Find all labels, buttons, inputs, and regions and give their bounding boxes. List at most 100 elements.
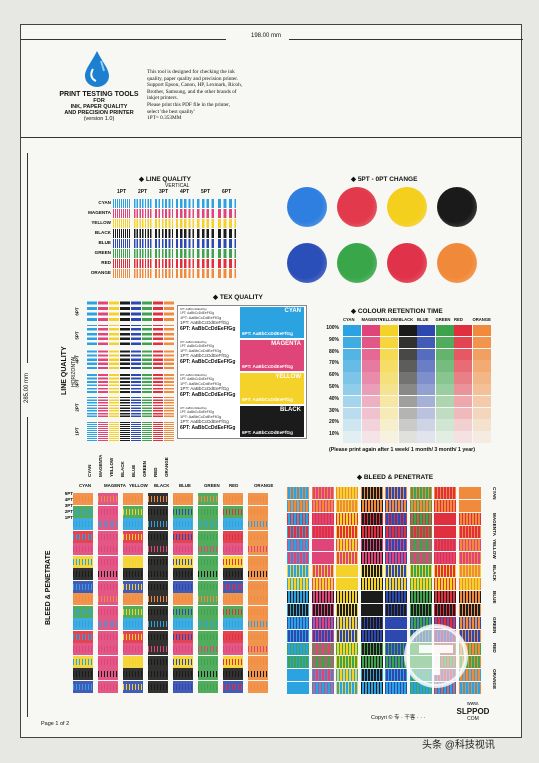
- retention-cell: [454, 431, 472, 443]
- tex-tiny-line: 1PT: AaBbCcDdEeFfGg: [180, 386, 229, 391]
- line-cell: [113, 219, 131, 228]
- bleed-stripe: [287, 617, 309, 629]
- tex-block-text: 6PT: AaBbCcDdEeFfGg: [242, 397, 293, 402]
- bleed-stripe: [336, 487, 358, 499]
- bleed-stripe: [223, 633, 243, 640]
- line-cell: [197, 209, 215, 218]
- bleed-stripe: [434, 604, 456, 616]
- bleed-stripe: [360, 604, 383, 616]
- retention-cell: [380, 360, 398, 372]
- retention-cell: [398, 348, 417, 360]
- retention-cell: [472, 372, 491, 384]
- colour-retention-title-text: COLOUR RETENTION TIME: [357, 308, 443, 315]
- width-label: 198.00 mm: [251, 33, 282, 39]
- bleed-stripe: [73, 496, 93, 502]
- bleed-stripe: [98, 496, 118, 502]
- bleed-stripe: [98, 596, 118, 602]
- line-cell: [176, 259, 194, 268]
- row-label: YELLOW: [91, 220, 111, 225]
- height-dim-line-top: [27, 153, 28, 363]
- line-cell: [134, 209, 152, 218]
- bleed-stripe: [458, 539, 481, 551]
- line-quality-title: ◆ LINE QUALITY: [139, 176, 191, 183]
- bleed-stripe: [336, 617, 358, 629]
- bleed-stripe: [311, 656, 334, 668]
- bleed-stripe: [98, 621, 118, 627]
- hline-cell: [87, 349, 97, 369]
- bleed-stripe: [287, 513, 309, 525]
- bleed-stripe: [336, 630, 358, 642]
- bleed-stripe: [311, 591, 334, 603]
- line-cell: [155, 209, 173, 218]
- bleed-stripe: [98, 521, 118, 527]
- bleed-stripe: [336, 591, 358, 603]
- retention-cell: [343, 407, 361, 419]
- bleed-stripe: [173, 571, 193, 577]
- line-cell: [113, 249, 131, 258]
- bleed-stripe: [73, 621, 93, 627]
- retention-cell: [417, 325, 435, 337]
- tex-tiny-line: 1PT: AaBbCcDdEeFfGg: [180, 311, 214, 315]
- bleed-stripe: [73, 583, 93, 590]
- bleed-stripe: [360, 578, 383, 590]
- line-cell: [218, 239, 236, 248]
- bleed-stripe: [198, 546, 218, 552]
- site-name: SLPPOD: [456, 707, 490, 716]
- retention-cell: [454, 348, 472, 360]
- bleed-stripe: [336, 539, 358, 551]
- bleed-stripe: [458, 669, 481, 681]
- bleed-stripe: [198, 658, 218, 665]
- bleed-stripe: [385, 500, 407, 512]
- hline-cell: [153, 325, 163, 345]
- hline-cell: [142, 349, 152, 369]
- hline-cell: [131, 397, 141, 417]
- line-cell: [176, 229, 194, 238]
- line-cell: [155, 199, 173, 208]
- line-cell: [113, 259, 131, 268]
- bleed-stripe: [409, 539, 432, 551]
- retention-cell: [417, 348, 435, 360]
- watermark-logo-icon: [404, 624, 468, 688]
- retention-cell: [454, 407, 472, 419]
- bleed-stripe: [336, 500, 358, 512]
- hline-cell: [142, 421, 152, 441]
- bleed-stripe: [98, 583, 118, 590]
- hline-cell: [109, 397, 119, 417]
- bleed-stripe: [123, 596, 143, 602]
- hline-cell: [164, 301, 174, 321]
- desc-line: Please print this PDF file in the printe…: [147, 101, 231, 108]
- bleed-stripe: [223, 558, 243, 565]
- retention-cell: [343, 431, 361, 443]
- bleed-stripe: [287, 643, 309, 655]
- percent-label: 20%: [328, 419, 339, 426]
- tex-quality-title: ◆ TEX QUALITY: [213, 294, 263, 301]
- tex-block-magenta: MAGENTA 6PT: AaBbCcDdEeFfGg: [240, 340, 304, 371]
- tex-tiny-line: 1PT: AaBbCcDdEeFfGg: [180, 377, 214, 381]
- tex-tiny-line: 1PT: AaBbCcDdEeFfGg: [180, 410, 214, 414]
- retention-cell: [454, 336, 472, 349]
- bleed-stripe: [360, 565, 383, 577]
- tex-sample-text: 6PT: AaBbCcDdEeFfGg: [180, 326, 236, 332]
- bleed-left-title: BLEED & PENETRATE: [45, 550, 52, 625]
- bleed-stripe: [311, 500, 334, 512]
- bleed-stripe: [248, 596, 268, 602]
- bleed-stripe: [458, 682, 481, 694]
- line-cell: [197, 269, 215, 278]
- bleed-stripe: [173, 521, 193, 527]
- bleed-stripe: [98, 571, 118, 577]
- bleed-stripe: [223, 496, 243, 502]
- row-label: RED: [101, 260, 111, 265]
- bleed-stripe: [311, 643, 334, 655]
- bleed-stripe: [385, 656, 407, 668]
- bleed-stripe: [409, 591, 432, 603]
- col-label: CYAN: [343, 317, 355, 322]
- bleed-stripe: [248, 658, 268, 665]
- tex-block-text: 6PT: AaBbCcDdEeFfGg: [242, 430, 293, 435]
- bleed-stripe: [287, 630, 309, 642]
- bleed-stripe: [311, 630, 334, 642]
- bleed-stripe: [123, 546, 143, 552]
- row-label: CYAN: [98, 200, 111, 205]
- line-cell: [197, 259, 215, 268]
- line-cell: [218, 269, 236, 278]
- bleed-stripe: [248, 546, 268, 552]
